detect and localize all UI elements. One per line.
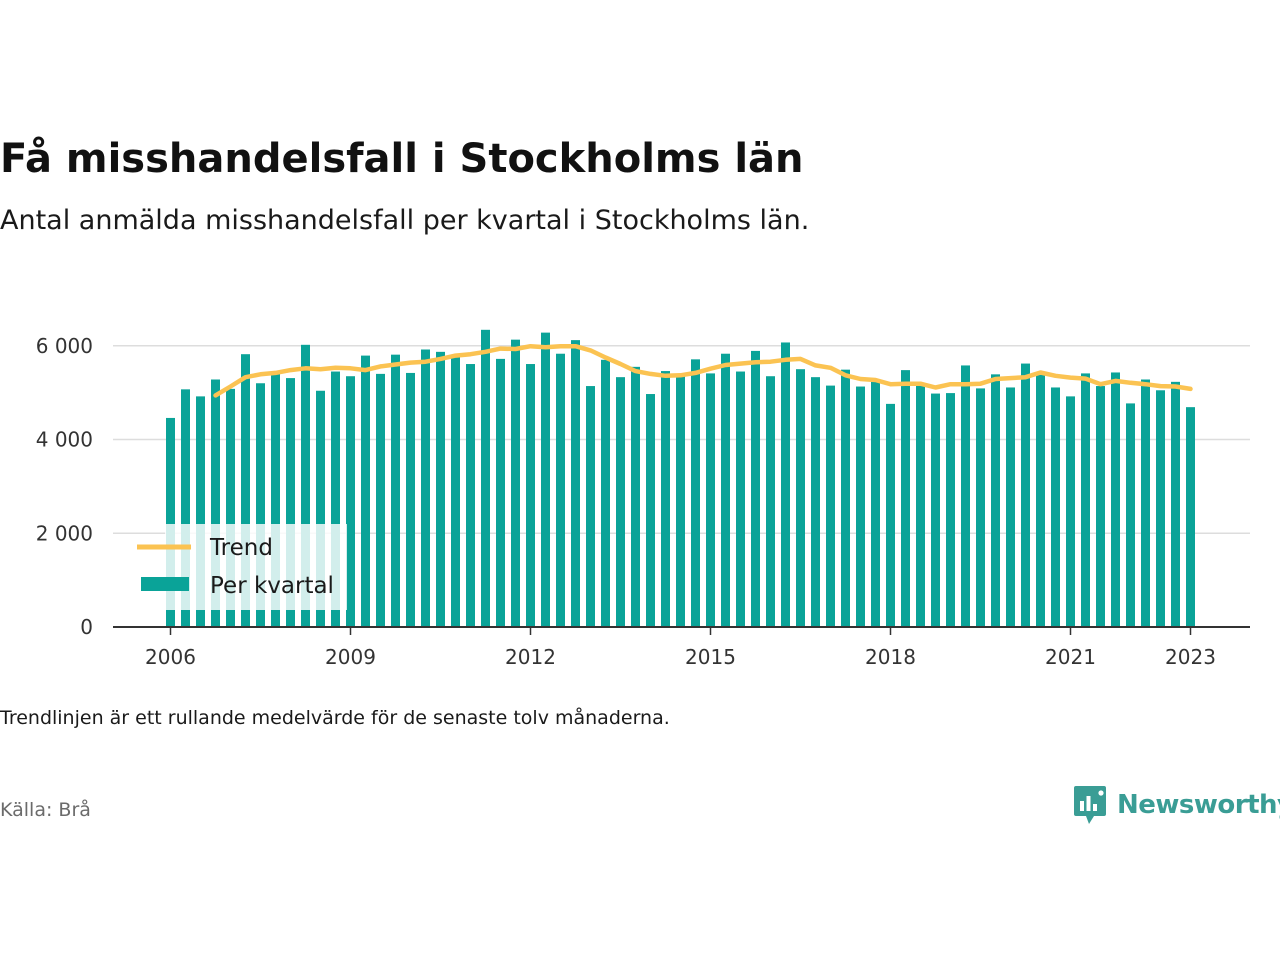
x-tick-label: 2018	[865, 645, 916, 669]
bar	[331, 371, 340, 627]
bar	[1171, 381, 1180, 627]
trend-series	[213, 343, 1193, 398]
bar	[946, 393, 955, 627]
bar	[691, 359, 700, 627]
bar	[211, 379, 220, 627]
bar	[451, 355, 460, 627]
bar	[571, 340, 580, 627]
bar	[871, 379, 880, 627]
bar	[421, 349, 430, 627]
bar	[661, 371, 670, 627]
footnote: Trendlinjen är ett rullande medelvärde f…	[0, 707, 670, 729]
bar	[1066, 396, 1075, 627]
bar	[496, 358, 505, 627]
x-tick-label: 2009	[325, 645, 376, 669]
bar	[271, 373, 280, 627]
bar	[1021, 363, 1030, 627]
bar	[751, 350, 760, 627]
y-tick-label: 0	[80, 615, 93, 639]
bar	[316, 390, 325, 627]
bar	[601, 359, 610, 627]
bar	[256, 383, 265, 627]
bar	[466, 364, 475, 627]
trend-line	[213, 343, 1193, 398]
legend: Trend Per kvartal	[137, 524, 347, 610]
bar	[826, 385, 835, 627]
bar	[196, 396, 205, 627]
bar	[301, 344, 310, 627]
bar	[1036, 374, 1045, 627]
legend-bar-swatch	[141, 577, 189, 591]
bar	[286, 378, 295, 627]
bar	[811, 377, 820, 627]
y-tick-label: 6 000	[36, 334, 93, 358]
bar	[1111, 372, 1120, 627]
bar	[856, 386, 865, 627]
x-axis: 2006 2009 2012 2015 2018 2021 2023	[113, 626, 1250, 669]
bar	[1186, 407, 1195, 627]
x-tick-label: 2015	[685, 645, 736, 669]
bar	[796, 369, 805, 627]
x-tick-label: 2021	[1045, 645, 1096, 669]
bar	[736, 371, 745, 627]
source-note: Källa: Brå	[0, 799, 91, 821]
bar	[226, 388, 235, 627]
bar	[1126, 403, 1135, 627]
bar	[541, 332, 550, 627]
bar	[1156, 390, 1165, 627]
bar	[886, 403, 895, 627]
bar	[721, 353, 730, 627]
bar	[976, 388, 985, 627]
bar	[916, 382, 925, 627]
bar	[676, 374, 685, 627]
bar	[631, 366, 640, 627]
bar	[1006, 387, 1015, 627]
y-tick-label: 2 000	[36, 521, 93, 545]
bar	[961, 365, 970, 627]
legend-background	[165, 524, 347, 610]
bar	[481, 329, 490, 627]
bar	[991, 374, 1000, 627]
bar-line-chart: 0 2 000 4 000 6 000 2006 2009 2012 2015 2018 202…	[36, 329, 1250, 669]
bar	[391, 354, 400, 627]
bar	[346, 376, 355, 627]
bar	[766, 376, 775, 627]
x-tick-label: 2012	[505, 645, 556, 669]
bar	[1081, 373, 1090, 627]
bar	[1141, 379, 1150, 627]
bar	[901, 370, 910, 627]
bar	[361, 355, 370, 627]
bar	[646, 394, 655, 627]
brand-logo: Newsworthy	[1072, 784, 1280, 826]
bar	[556, 353, 565, 627]
y-tick-label: 4 000	[36, 428, 93, 452]
x-tick-label: 2023	[1165, 645, 1216, 669]
bar	[706, 373, 715, 627]
bar	[616, 377, 625, 627]
bar	[841, 369, 850, 627]
chart-title: Få misshandelsfall i Stockholms län	[0, 136, 804, 182]
bar	[376, 373, 385, 627]
x-tick-label: 2006	[145, 645, 196, 669]
bar	[241, 354, 250, 627]
legend-bar-label: Per kvartal	[210, 573, 334, 599]
bar	[406, 372, 415, 627]
bar	[511, 339, 520, 627]
brand-name: Newsworthy	[1117, 790, 1280, 820]
bar-series	[166, 329, 1195, 627]
legend-trend-label: Trend	[209, 535, 273, 561]
bar-chart-speech-bubble-icon	[1074, 786, 1106, 824]
y-axis: 0 2 000 4 000 6 000	[36, 334, 93, 639]
bar	[526, 364, 535, 627]
bar	[1096, 386, 1105, 627]
bar	[1051, 387, 1060, 627]
bar	[586, 386, 595, 627]
bar	[436, 351, 445, 627]
chart-subtitle: Antal anmälda misshandelsfall per kvarta…	[0, 205, 810, 236]
bar	[931, 393, 940, 627]
bar	[166, 417, 175, 627]
bar	[781, 342, 790, 627]
bar	[181, 389, 190, 627]
